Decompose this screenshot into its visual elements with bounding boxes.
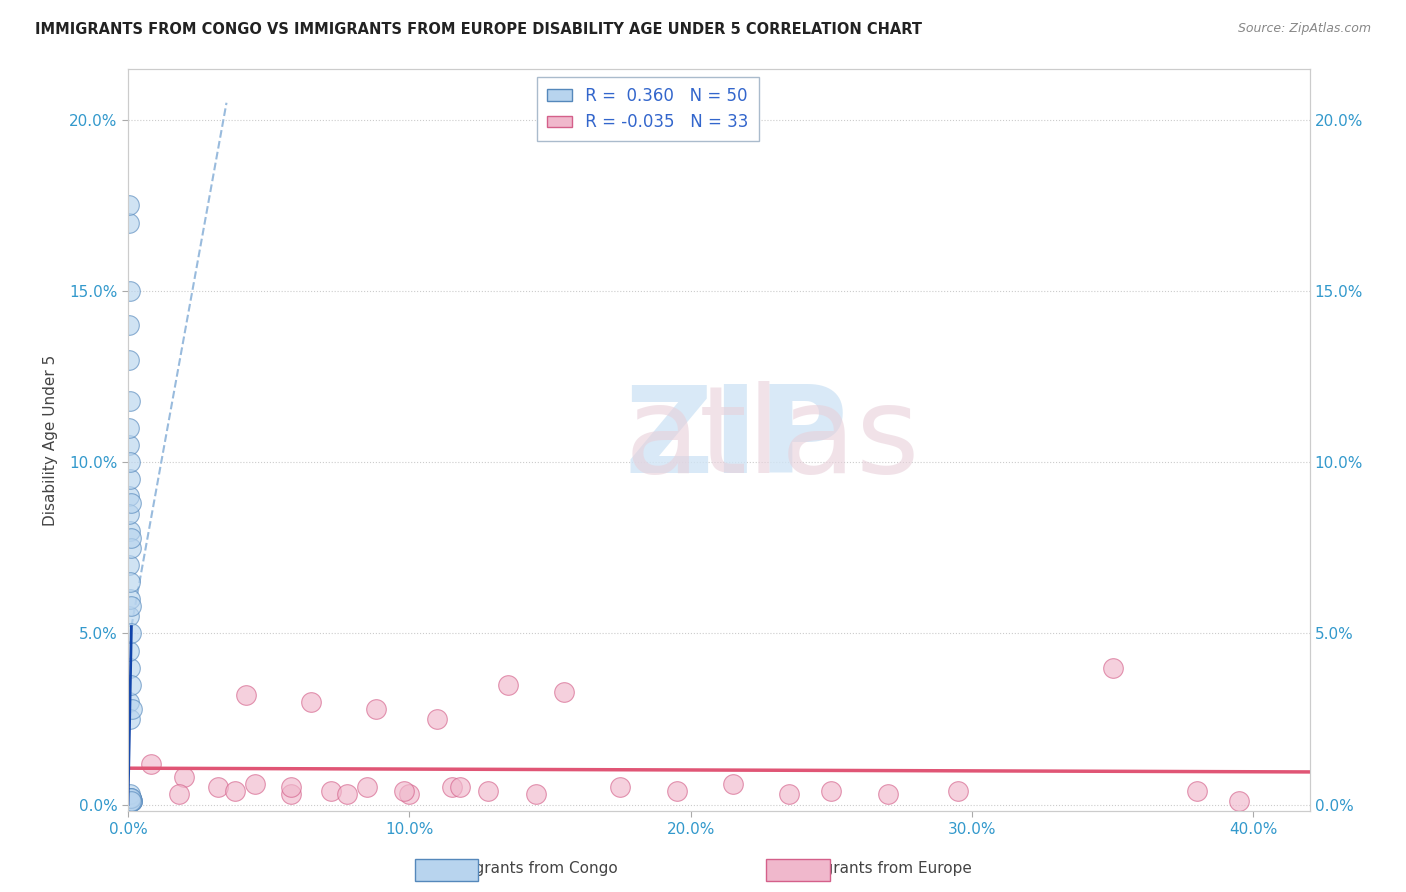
Point <box>118 490 141 504</box>
Point <box>398 787 420 801</box>
Point <box>336 787 359 801</box>
Point <box>946 784 969 798</box>
Point <box>280 780 302 795</box>
Point <box>118 790 141 805</box>
Point <box>173 770 195 784</box>
Point <box>120 660 142 674</box>
Point <box>118 712 141 726</box>
Point <box>319 784 342 798</box>
Point <box>778 787 800 801</box>
Point <box>120 790 142 805</box>
Point <box>118 393 141 408</box>
Point <box>120 794 142 808</box>
Point <box>118 643 141 657</box>
Point <box>121 794 143 808</box>
Point <box>118 609 141 624</box>
Point <box>118 787 141 801</box>
Point <box>280 787 302 801</box>
Point <box>299 695 322 709</box>
Point <box>120 794 142 808</box>
Point <box>609 780 631 795</box>
Point <box>118 421 141 435</box>
Text: Source: ZipAtlas.com: Source: ZipAtlas.com <box>1237 22 1371 36</box>
Point <box>139 756 162 771</box>
Point <box>118 592 141 607</box>
Text: atlas: atlas <box>624 382 920 499</box>
Point <box>120 496 142 510</box>
Point <box>118 794 141 808</box>
Point <box>118 352 141 367</box>
Point <box>477 784 499 798</box>
Point <box>207 780 229 795</box>
Point <box>120 790 142 805</box>
Point <box>524 787 547 801</box>
Point <box>118 695 141 709</box>
Point <box>120 794 142 808</box>
Point <box>118 575 141 590</box>
Point <box>118 318 141 333</box>
Point <box>820 784 842 798</box>
Point <box>120 524 142 538</box>
Point <box>235 688 257 702</box>
Point <box>496 678 519 692</box>
Point <box>117 216 139 230</box>
Point <box>440 780 463 795</box>
Point <box>118 472 141 486</box>
Point <box>665 784 688 798</box>
Y-axis label: Disability Age Under 5: Disability Age Under 5 <box>44 354 58 525</box>
Text: IMMIGRANTS FROM CONGO VS IMMIGRANTS FROM EUROPE DISABILITY AGE UNDER 5 CORRELATI: IMMIGRANTS FROM CONGO VS IMMIGRANTS FROM… <box>35 22 922 37</box>
Point <box>118 794 141 808</box>
Point <box>118 198 141 212</box>
Point <box>120 626 142 640</box>
Text: Immigrants from Congo: Immigrants from Congo <box>436 861 619 876</box>
Point <box>120 599 142 613</box>
Point <box>120 790 142 805</box>
Point <box>120 678 142 692</box>
Point <box>1185 784 1208 798</box>
Point <box>243 777 266 791</box>
Point <box>120 794 142 808</box>
Point <box>1101 660 1123 674</box>
Point <box>117 438 139 452</box>
Point <box>121 794 143 808</box>
Point <box>120 541 142 555</box>
Point <box>120 794 142 808</box>
Point <box>364 702 387 716</box>
Point <box>120 794 142 808</box>
Point <box>392 784 415 798</box>
Point <box>118 790 141 805</box>
Point <box>118 507 141 521</box>
Point <box>120 794 142 808</box>
Point <box>721 777 744 791</box>
Point <box>426 712 449 726</box>
Point <box>876 787 898 801</box>
Point <box>449 780 471 795</box>
Point <box>356 780 378 795</box>
Point <box>120 455 142 469</box>
Point <box>120 531 142 545</box>
Legend:  R =  0.360   N = 50,  R = -0.035   N = 33: R = 0.360 N = 50, R = -0.035 N = 33 <box>537 77 759 141</box>
Point <box>120 794 142 808</box>
Point <box>1227 794 1250 808</box>
Point <box>167 787 190 801</box>
Point <box>121 702 143 716</box>
Point <box>118 794 141 808</box>
Point <box>120 790 142 805</box>
Point <box>121 794 143 808</box>
Point <box>120 794 142 808</box>
Point <box>553 684 575 698</box>
Text: ZIP: ZIP <box>624 382 848 499</box>
Point <box>224 784 246 798</box>
Point <box>118 284 141 298</box>
Point <box>118 558 141 572</box>
Text: Immigrants from Europe: Immigrants from Europe <box>786 861 972 876</box>
